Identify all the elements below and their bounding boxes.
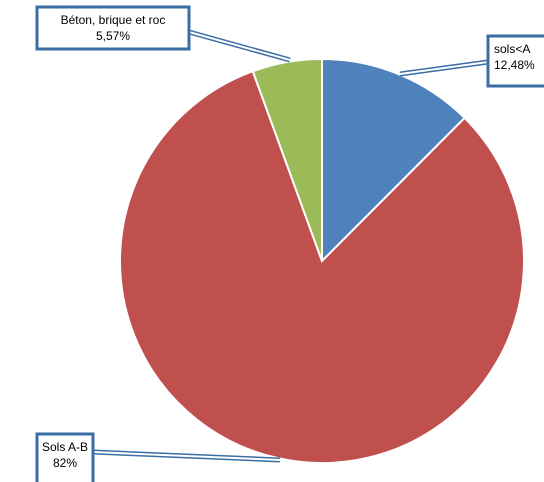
callout-box	[35, 432, 95, 482]
pie-slice-3	[251, 57, 323, 262]
pie-slice-1	[321, 57, 467, 264]
slice-value-label: 5,57%	[96, 29, 130, 43]
slice-value-label: 82%	[53, 456, 77, 470]
callout-3: Béton, brique et roc 5,57%	[35, 5, 291, 63]
callout-1: sols<A 12,48%	[399, 34, 544, 88]
callout-2: Sols A-B 82%	[35, 432, 281, 482]
slice-label: sols<A	[494, 42, 530, 56]
callouts: sols<A 12,48% Sols A-B 82% Béton, brique et …	[35, 5, 544, 482]
callout-leader-line-inner	[399, 61, 489, 75]
callout-box	[35, 5, 191, 51]
slice-label: Béton, brique et roc	[61, 13, 166, 27]
pie-slices	[119, 57, 525, 464]
callout-leader-line-inner	[92, 451, 281, 461]
callout-box	[486, 34, 544, 88]
slice-value-label: 12,48%	[494, 58, 535, 72]
callout-leader-line-inner	[188, 31, 291, 61]
slice-label: Sols A-B	[42, 440, 88, 454]
